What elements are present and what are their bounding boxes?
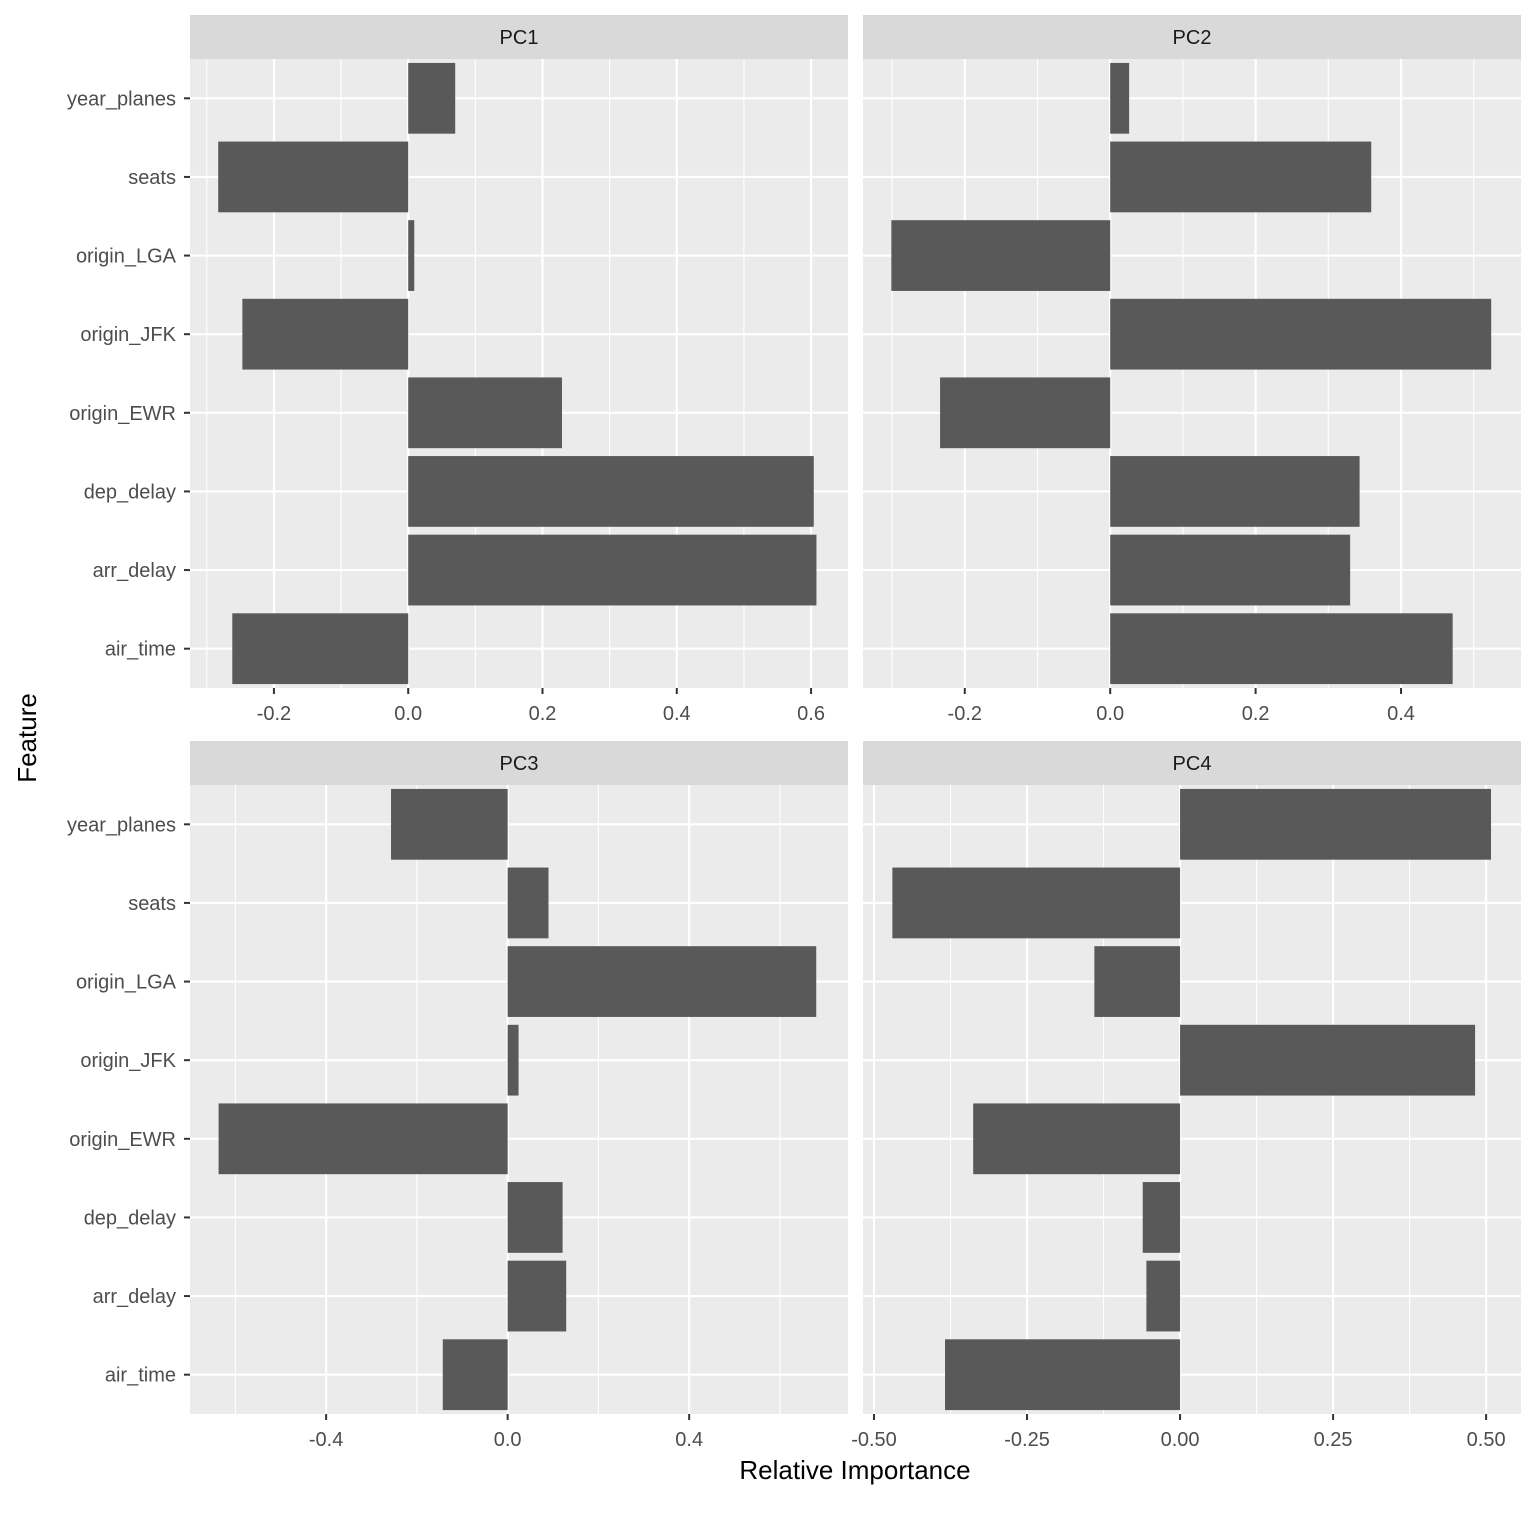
x-tick-label: 0.0 — [394, 703, 422, 725]
bar-PC3-arr_delay — [507, 1260, 567, 1332]
x-tick-label: -0.4 — [309, 1429, 343, 1451]
bar-PC3-air_time — [442, 1339, 508, 1411]
x-tick-label: 0.4 — [675, 1429, 703, 1451]
x-tick-label: 0.2 — [1242, 703, 1270, 725]
x-tick-label: 0.4 — [663, 703, 691, 725]
bar-PC3-year_planes — [391, 788, 508, 860]
x-tick-label: -0.2 — [257, 703, 291, 725]
y-tick-label: origin_JFK — [80, 324, 176, 346]
bar-PC4-seats — [892, 867, 1181, 939]
bar-PC3-origin_JFK — [507, 1024, 519, 1096]
y-axis-title: Feature — [12, 693, 42, 783]
bar-PC4-origin_EWR — [973, 1103, 1181, 1175]
bar-PC1-dep_delay — [408, 456, 814, 527]
y-tick-label: origin_EWR — [69, 403, 176, 425]
y-tick-label: arr_delay — [93, 1286, 176, 1308]
y-tick-label: year_planes — [67, 88, 176, 110]
bar-PC3-origin_LGA — [507, 946, 817, 1017]
bar-PC1-origin_LGA — [408, 220, 415, 291]
y-tick-label: dep_delay — [84, 481, 176, 503]
strip-background — [863, 741, 1521, 785]
bar-PC2-origin_JFK — [1110, 298, 1492, 370]
strip-background — [190, 741, 848, 785]
bar-PC2-dep_delay — [1110, 456, 1360, 527]
y-tick-label: origin_JFK — [80, 1050, 176, 1072]
bar-PC1-seats — [218, 141, 409, 213]
x-tick-label: 0.0 — [494, 1429, 522, 1451]
y-tick-label: origin_LGA — [76, 246, 177, 268]
x-tick-label: 0.2 — [529, 703, 557, 725]
strip-background — [863, 15, 1521, 59]
facet-title: PC3 — [500, 753, 539, 775]
x-tick-label: 0.0 — [1096, 703, 1124, 725]
bar-PC1-year_planes — [408, 62, 456, 134]
bar-PC1-origin_JFK — [242, 298, 409, 370]
bar-PC4-dep_delay — [1142, 1182, 1181, 1253]
y-tick-label: year_planes — [67, 814, 176, 836]
bar-PC4-year_planes — [1180, 788, 1492, 860]
x-tick-label: -0.50 — [851, 1429, 897, 1451]
x-tick-label: 0.25 — [1314, 1429, 1353, 1451]
bar-PC2-arr_delay — [1110, 534, 1351, 606]
x-tick-label: 0.50 — [1467, 1429, 1506, 1451]
strip-background — [190, 15, 848, 59]
bar-PC1-origin_EWR — [408, 377, 562, 449]
bar-PC3-origin_EWR — [218, 1103, 508, 1175]
bar-PC2-year_planes — [1110, 62, 1130, 134]
bar-PC2-seats — [1110, 141, 1372, 213]
y-tick-label: air_time — [105, 639, 176, 661]
facet-title: PC1 — [500, 27, 539, 49]
facet-title: PC2 — [1173, 27, 1212, 49]
bar-PC2-origin_EWR — [940, 377, 1111, 449]
y-tick-label: origin_EWR — [69, 1129, 176, 1151]
y-tick-label: dep_delay — [84, 1207, 176, 1229]
y-tick-label: origin_LGA — [76, 972, 177, 994]
bar-PC4-air_time — [945, 1339, 1181, 1411]
bar-PC3-dep_delay — [507, 1182, 563, 1253]
x-tick-label: 0.4 — [1387, 703, 1415, 725]
x-tick-label: 0.6 — [797, 703, 825, 725]
x-tick-label: -0.2 — [948, 703, 982, 725]
bar-PC3-seats — [507, 867, 549, 939]
bar-PC2-air_time — [1110, 613, 1453, 685]
y-tick-label: seats — [128, 893, 176, 915]
y-tick-label: air_time — [105, 1365, 176, 1387]
x-axis-title: Relative Importance — [739, 1455, 970, 1485]
bar-PC2-origin_LGA — [891, 220, 1111, 291]
y-tick-label: arr_delay — [93, 560, 176, 582]
y-tick-label: seats — [128, 167, 176, 189]
bar-PC4-origin_LGA — [1094, 946, 1181, 1017]
facet-title: PC4 — [1173, 753, 1212, 775]
bar-PC1-arr_delay — [408, 534, 817, 606]
x-tick-label: -0.25 — [1004, 1429, 1050, 1451]
bar-PC4-arr_delay — [1146, 1260, 1181, 1332]
bar-PC1-air_time — [232, 613, 409, 685]
bar-PC4-origin_JFK — [1180, 1024, 1476, 1096]
x-tick-label: 0.00 — [1161, 1429, 1200, 1451]
